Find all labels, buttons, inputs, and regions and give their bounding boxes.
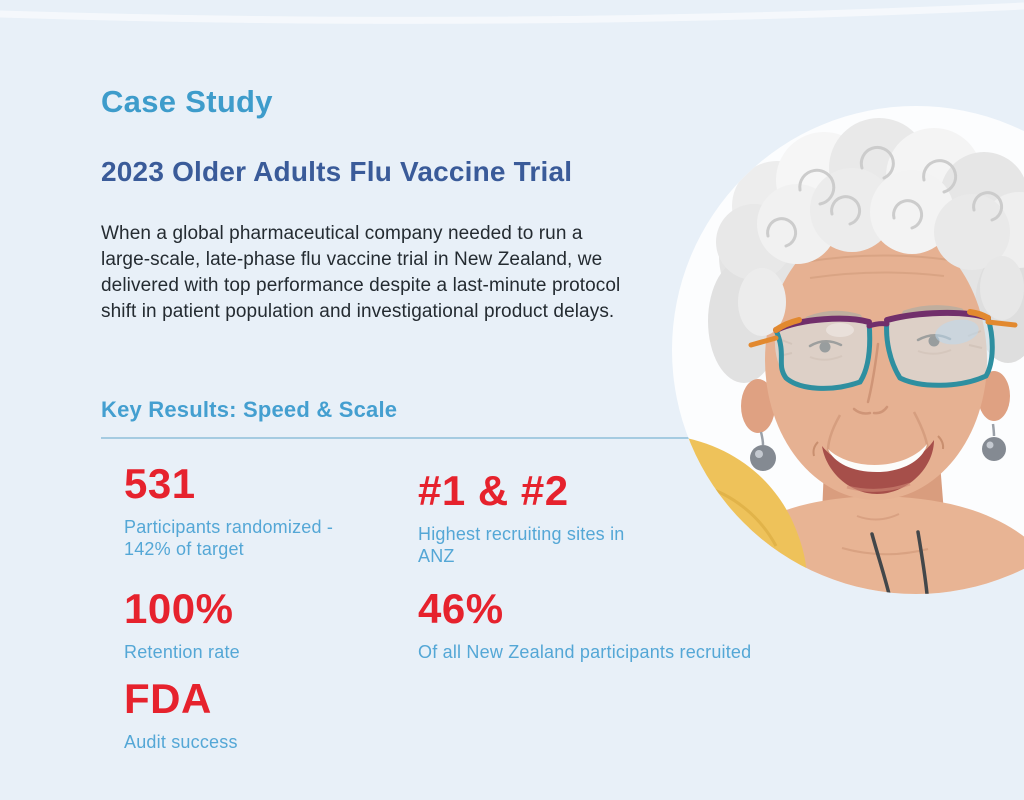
section-heading: Key Results: Speed & Scale: [101, 397, 398, 422]
stat-value: 100%: [124, 585, 234, 632]
intro-paragraph: When a global pharmaceutical company nee…: [101, 223, 621, 322]
necklace: [870, 530, 929, 594]
ear-left: [741, 379, 775, 433]
stat-participants-randomized: 531 Participants randomized - 142% of ta…: [124, 463, 362, 560]
hair-front: [716, 118, 1024, 336]
decorative-top-arc: [0, 2, 1024, 24]
portrait-photo: [672, 106, 1024, 594]
earrings: [750, 423, 1006, 471]
page-title: 2023 Older Adults Flu Vaccine Trial: [101, 156, 573, 187]
stat-caption: Participants randomized - 142% of target: [124, 517, 334, 559]
stat-caption: Of all New Zealand participants recruite…: [418, 642, 752, 662]
forehead-wrinkles: [803, 254, 951, 279]
stat-caption: Retention rate: [124, 642, 240, 662]
stat-value: FDA: [124, 675, 212, 722]
stat-caption: Audit success: [124, 732, 238, 752]
stat-nz-participants: 46% Of all New Zealand participants recr…: [418, 588, 778, 663]
smiling-mouth: [812, 435, 945, 494]
stat-fda-audit: FDA Audit success: [124, 678, 362, 753]
stat-recruiting-sites: #1 & #2 Highest recruiting sites in ANZ: [418, 470, 636, 567]
ear-right: [978, 371, 1010, 421]
portrait-illustration: [672, 106, 1024, 594]
stat-caption: Highest recruiting sites in ANZ: [418, 524, 625, 566]
stat-value: 531: [124, 460, 196, 507]
eyebrow-heading: Case Study: [101, 84, 273, 119]
stat-retention-rate: 100% Retention rate: [124, 588, 362, 663]
nose: [852, 342, 889, 415]
stat-value: 46%: [418, 585, 504, 632]
divider-line: [101, 437, 695, 439]
glasses: [748, 309, 1018, 391]
stat-value: #1 & #2: [418, 467, 569, 514]
